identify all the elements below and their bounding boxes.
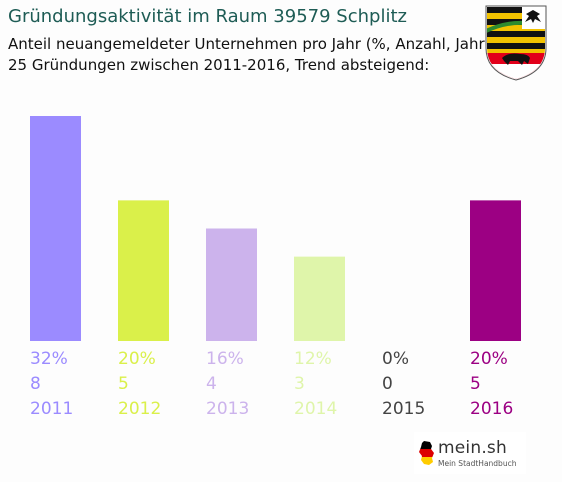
percent-label-2014: 12% bbox=[294, 349, 332, 369]
coat-of-arms-icon bbox=[485, 5, 547, 81]
count-label-2016: 5 bbox=[470, 374, 481, 394]
year-label-2011: 2011 bbox=[30, 399, 73, 419]
percent-label-2013: 16% bbox=[206, 349, 244, 369]
count-label-2014: 3 bbox=[294, 374, 305, 394]
germany-map-icon bbox=[419, 441, 434, 465]
bar-2016 bbox=[470, 200, 521, 341]
percent-label-2012: 20% bbox=[118, 349, 156, 369]
brand-tagline: Mein StadtHandbuch bbox=[438, 459, 517, 468]
bar-2013 bbox=[206, 228, 257, 341]
percent-label-2016: 20% bbox=[470, 349, 508, 369]
chart-title: Gründungsaktivität im Raum 39579 Schplit… bbox=[8, 6, 407, 27]
year-label-2012: 2012 bbox=[118, 399, 161, 419]
chart-summary: 25 Gründungen zwischen 2011-2016, Trend … bbox=[8, 56, 430, 74]
year-label-2014: 2014 bbox=[294, 399, 337, 419]
chart-subtitle: Anteil neuangemeldeter Unternehmen pro J… bbox=[8, 35, 491, 53]
count-label-2013: 4 bbox=[206, 374, 217, 394]
count-label-2012: 5 bbox=[118, 374, 129, 394]
percent-label-2011: 32% bbox=[30, 349, 68, 369]
year-label-2015: 2015 bbox=[382, 399, 425, 419]
year-label-2013: 2013 bbox=[206, 399, 249, 419]
percent-label-2015: 0% bbox=[382, 349, 409, 369]
count-label-2011: 8 bbox=[30, 374, 41, 394]
count-label-2015: 0 bbox=[382, 374, 393, 394]
brand-logo[interactable]: mein.sh Mein StadtHandbuch bbox=[414, 432, 526, 474]
bar-2012 bbox=[118, 200, 169, 341]
bar-2014 bbox=[294, 256, 345, 341]
bar-2011 bbox=[30, 116, 81, 341]
brand-name: mein.sh bbox=[438, 438, 507, 458]
year-label-2016: 2016 bbox=[470, 399, 513, 419]
